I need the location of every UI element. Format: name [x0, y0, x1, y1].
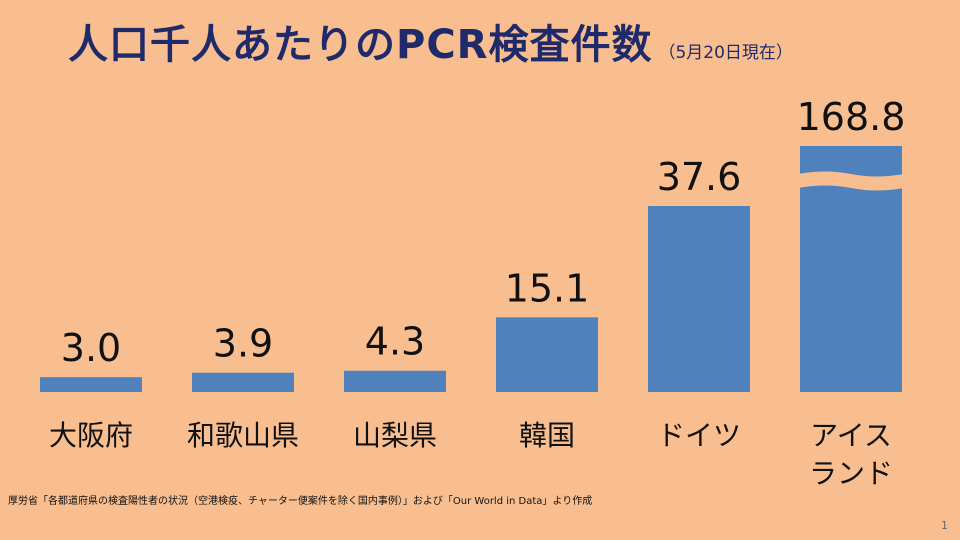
- bar-3: [344, 370, 446, 392]
- value-label-3: 4.3: [365, 320, 425, 364]
- source-note: 厚労省「各都道府県の検査陽性者の状況（空港検疫、チャーター便案件を除く国内事例）…: [8, 496, 593, 507]
- category-label-4: 韓国: [519, 419, 575, 452]
- bar-1: [40, 377, 142, 392]
- category-label-5: ドイツ: [657, 419, 741, 452]
- bar-2: [192, 372, 294, 392]
- category-label-3: 山梨県: [353, 419, 437, 452]
- category-label-6: ランド: [809, 457, 893, 490]
- category-label-2: 和歌山県: [187, 419, 299, 452]
- value-label-1: 3.0: [61, 326, 121, 370]
- category-label-1: 大阪府: [49, 419, 133, 452]
- axis-break-mark: [798, 171, 904, 191]
- value-label-6: 168.8: [797, 95, 906, 139]
- page-number: 1: [941, 519, 948, 532]
- value-label-4: 15.1: [505, 266, 590, 310]
- title-main: 人口千人あたりのPCR検査件数: [68, 22, 653, 68]
- value-label-5: 37.6: [657, 155, 742, 199]
- bar-5: [648, 206, 750, 392]
- title-date: （5月20日現在）: [658, 43, 793, 63]
- value-label-2: 3.9: [213, 322, 273, 366]
- category-label-6: アイス: [810, 419, 892, 452]
- bar-4: [496, 317, 598, 392]
- slide-title: 人口千人あたりのPCR検査件数 （5月20日現在）: [68, 12, 793, 70]
